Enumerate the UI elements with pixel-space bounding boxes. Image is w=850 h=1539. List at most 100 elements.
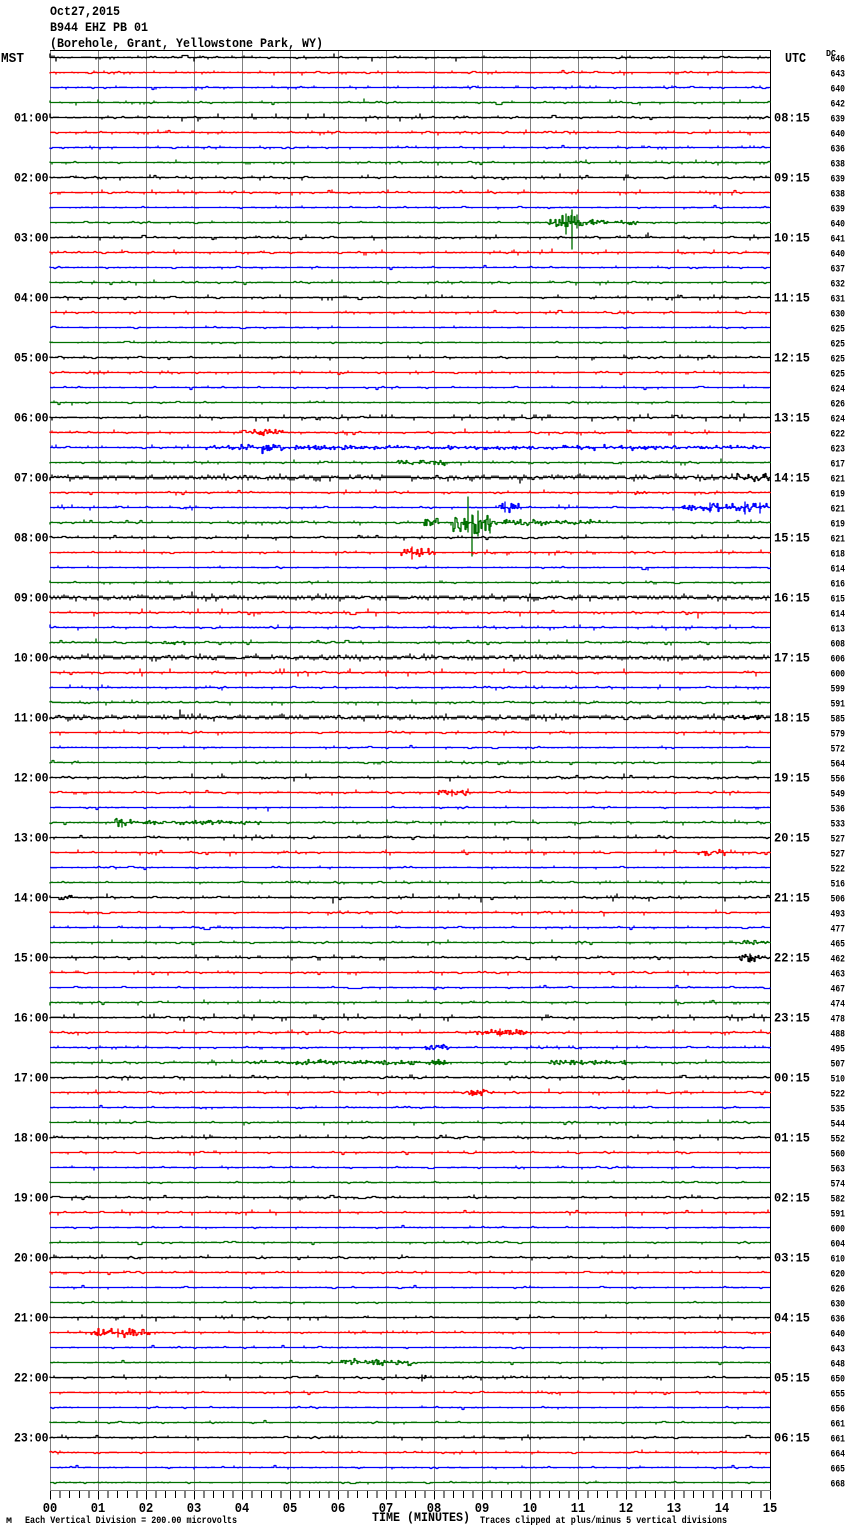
svg-text:579: 579 [831,729,846,740]
svg-text:516: 516 [831,879,846,890]
svg-text:556: 556 [831,774,846,785]
svg-text:636: 636 [831,1314,846,1325]
svg-text:650: 650 [831,1374,846,1385]
svg-text:622: 622 [831,429,846,440]
svg-text:638: 638 [831,159,846,170]
svg-text:563: 563 [831,1164,846,1175]
svg-text:17:15: 17:15 [774,651,810,666]
svg-text:23:15: 23:15 [774,1011,810,1026]
svg-text:544: 544 [831,1119,846,1130]
svg-text:04:00: 04:00 [14,291,49,306]
svg-text:14: 14 [715,1501,730,1517]
svg-text:11: 11 [571,1501,586,1517]
svg-text:478: 478 [831,1014,846,1025]
svg-text:655: 655 [831,1389,846,1400]
svg-text:Each Vertical Division = 200.: Each Vertical Division = 200.00 microvol… [25,1515,237,1527]
svg-text:625: 625 [831,369,846,380]
svg-text:624: 624 [831,414,846,425]
svg-text:608: 608 [831,639,846,650]
svg-text:02: 02 [139,1501,154,1517]
svg-text:643: 643 [831,1344,846,1355]
svg-text:01: 01 [91,1501,106,1517]
svg-text:02:00: 02:00 [14,171,49,186]
svg-text:621: 621 [831,534,846,545]
svg-text:600: 600 [831,1224,846,1235]
svg-text:625: 625 [831,324,846,335]
svg-text:14:00: 14:00 [14,891,49,906]
svg-text:462: 462 [831,954,846,965]
svg-text:641: 641 [831,234,846,245]
svg-text:613: 613 [831,624,846,635]
svg-text:591: 591 [831,699,846,710]
svg-text:13:15: 13:15 [774,411,810,426]
svg-text:632: 632 [831,279,846,290]
svg-text:19:00: 19:00 [14,1191,49,1206]
svg-text:16:15: 16:15 [774,591,810,606]
svg-text:09:15: 09:15 [774,171,810,186]
svg-text:510: 510 [831,1074,846,1085]
svg-text:477: 477 [831,924,846,935]
svg-text:03: 03 [187,1501,202,1517]
svg-text:17:00: 17:00 [14,1071,49,1086]
svg-text:07: 07 [379,1501,394,1517]
svg-text:640: 640 [831,84,846,95]
svg-text:21:15: 21:15 [774,891,810,906]
svg-text:616: 616 [831,579,846,590]
svg-text:08: 08 [427,1501,442,1517]
svg-text:624: 624 [831,384,846,395]
svg-text:12:15: 12:15 [774,351,810,366]
svg-text:549: 549 [831,789,846,800]
svg-text:04: 04 [235,1501,250,1517]
svg-text:533: 533 [831,819,846,830]
svg-text:474: 474 [831,999,846,1010]
svg-text:08:00: 08:00 [14,531,49,546]
svg-text:625: 625 [831,339,846,350]
svg-text:Traces clipped at plus/minus 5: Traces clipped at plus/minus 5 vertical … [480,1515,727,1527]
svg-text:B944 EHZ PB 01: B944 EHZ PB 01 [50,20,148,35]
svg-text:638: 638 [831,189,846,200]
svg-text:646: 646 [831,54,846,65]
svg-text:661: 661 [831,1419,846,1430]
svg-text:07:00: 07:00 [14,471,49,486]
svg-text:M: M [6,1517,12,1526]
svg-text:619: 619 [831,519,846,530]
svg-text:614: 614 [831,609,846,620]
svg-text:DC: DC [826,49,837,59]
svg-text:665: 665 [831,1464,846,1475]
svg-text:536: 536 [831,804,846,815]
svg-text:643: 643 [831,69,846,80]
svg-text:606: 606 [831,654,846,665]
svg-text:18:15: 18:15 [774,711,810,726]
svg-text:535: 535 [831,1104,846,1115]
svg-text:11:15: 11:15 [774,291,810,306]
svg-text:01:15: 01:15 [774,1131,810,1146]
svg-text:03:15: 03:15 [774,1251,810,1266]
svg-text:13:00: 13:00 [14,831,49,846]
svg-text:574: 574 [831,1179,846,1190]
svg-text:610: 610 [831,1254,846,1265]
svg-text:621: 621 [831,504,846,515]
svg-text:625: 625 [831,354,846,365]
svg-text:640: 640 [831,249,846,260]
svg-text:01:00: 01:00 [14,111,49,126]
svg-text:05:00: 05:00 [14,351,49,366]
svg-text:506: 506 [831,894,846,905]
svg-text:10:00: 10:00 [14,651,49,666]
svg-text:626: 626 [831,399,846,410]
svg-text:15:00: 15:00 [14,951,49,966]
svg-text:19:15: 19:15 [774,771,810,786]
svg-text:15:15: 15:15 [774,531,810,546]
svg-text:630: 630 [831,1299,846,1310]
svg-text:(Borehole, Grant, Yellowstone: (Borehole, Grant, Yellowstone Park, WY) [50,36,323,51]
svg-text:03:00: 03:00 [14,231,49,246]
svg-text:10:15: 10:15 [774,231,810,246]
svg-text:22:15: 22:15 [774,951,810,966]
svg-text:21:00: 21:00 [14,1311,49,1326]
svg-text:619: 619 [831,489,846,500]
svg-text:637: 637 [831,264,846,275]
svg-text:06:00: 06:00 [14,411,49,426]
svg-text:08:15: 08:15 [774,111,810,126]
svg-text:507: 507 [831,1059,846,1070]
svg-text:621: 621 [831,474,846,485]
svg-text:16:00: 16:00 [14,1011,49,1026]
